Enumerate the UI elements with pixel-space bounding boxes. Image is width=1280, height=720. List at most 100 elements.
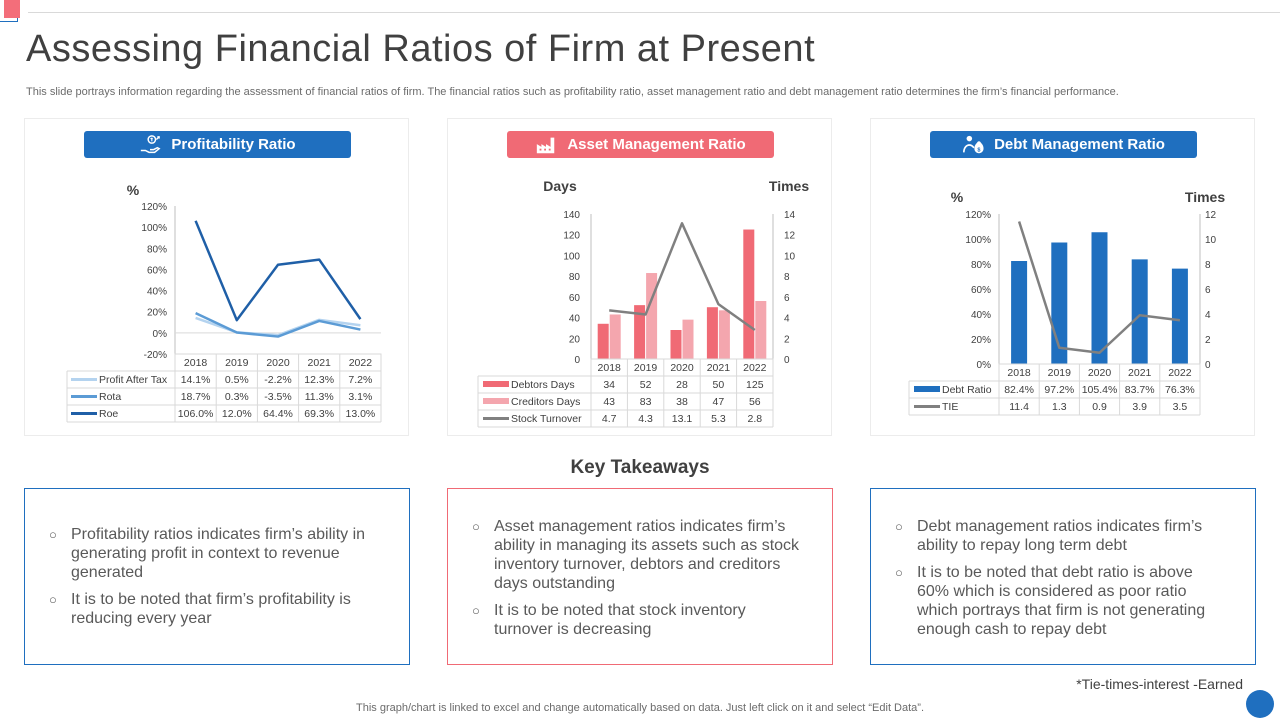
series-line-1 <box>195 311 361 338</box>
takeaway-item: ○ It is to be noted that debt ratio is ab… <box>895 564 1206 638</box>
bullet-icon: ○ <box>472 603 480 618</box>
svg-text:$: $ <box>977 147 980 153</box>
takeaway-box-profitability: ○ Profitability ratios indicates firm’s a… <box>24 488 410 665</box>
legend-label: TIE <box>942 401 958 413</box>
data-label: 0.3% <box>225 391 249 403</box>
takeaway-item: ○ It is to be noted that firm’s profitabi… <box>49 591 351 627</box>
data-label: 56 <box>749 396 761 408</box>
y-axis-title: Days <box>543 178 577 194</box>
y-axis-title: % <box>127 182 140 198</box>
data-label: 0.9 <box>1092 401 1107 413</box>
y-tick-label: 80 <box>569 272 581 283</box>
y-tick-label: 0% <box>977 360 992 371</box>
y2-tick-label: 10 <box>1205 235 1217 246</box>
data-label: 43 <box>603 396 615 408</box>
y2-tick-label: 12 <box>1205 210 1217 221</box>
data-label: 13.0% <box>346 408 376 420</box>
y-tick-label: 80% <box>147 244 167 255</box>
x-tick-label: 2021 <box>1128 367 1152 379</box>
page-subtitle: This slide portrays information regardin… <box>26 86 1119 98</box>
x-tick-label: 2022 <box>743 362 767 374</box>
bullet-icon: ○ <box>49 592 57 607</box>
profitability-header: Profitability Ratio <box>84 131 351 158</box>
takeaway-box-debt: ○ Debt management ratios indicates firm’s… <box>870 488 1256 665</box>
y-tick-label: -20% <box>144 350 167 361</box>
data-label: 18.7% <box>181 391 211 403</box>
data-label: 76.3% <box>1165 384 1195 396</box>
x-tick-label: 2018 <box>1007 367 1031 379</box>
y2-axis-title: Times <box>1185 189 1225 205</box>
x-tick-label: 2020 <box>266 357 290 369</box>
series-line-0 <box>609 222 756 332</box>
y-tick-label: 60% <box>971 285 991 296</box>
legend-label: Debtors Days <box>511 379 575 391</box>
y-tick-label: 120% <box>141 202 167 213</box>
legend-label: Profit After Tax <box>99 374 168 386</box>
factory-icon <box>537 137 555 153</box>
y-tick-label: 100% <box>141 223 167 234</box>
bar-1 <box>755 301 767 359</box>
data-label: -2.2% <box>264 374 291 386</box>
data-label: 4.3 <box>638 413 653 425</box>
y-tick-label: 0% <box>153 329 168 340</box>
data-label: 47 <box>713 396 725 408</box>
legend-label: Stock Turnover <box>511 413 582 425</box>
top-divider <box>28 12 1280 13</box>
x-tick-label: 2021 <box>707 362 731 374</box>
data-label: 83 <box>640 396 652 408</box>
y-tick-label: 80% <box>971 260 991 271</box>
data-label: 2.8 <box>747 413 762 425</box>
legend-swatch-0 <box>483 381 509 387</box>
y-tick-label: 40 <box>569 314 581 325</box>
legend-label: Debt Ratio <box>942 384 992 396</box>
data-label: 64.4% <box>263 408 293 420</box>
legend-swatch-0 <box>914 386 940 392</box>
x-tick-label: 2019 <box>1048 367 1072 379</box>
y-tick-label: 100 <box>563 251 580 262</box>
y-tick-label: 120% <box>965 210 991 221</box>
data-label: 125 <box>746 379 764 391</box>
debt-management-header: $ Debt Management Ratio <box>930 131 1197 158</box>
takeaway-item: ○ It is to be noted that stock inventory … <box>472 602 746 638</box>
data-label: 83.7% <box>1125 384 1155 396</box>
data-label: 69.3% <box>304 408 334 420</box>
x-tick-label: 2020 <box>670 362 694 374</box>
x-tick-label: 2022 <box>349 357 373 369</box>
data-label: 4.7 <box>602 413 617 425</box>
data-label: 7.2% <box>348 374 372 386</box>
y2-tick-label: 14 <box>784 210 796 221</box>
page-title: Assessing Financial Ratios of Firm at Pr… <box>26 28 816 70</box>
data-label: 52 <box>640 379 652 391</box>
legend-swatch-1 <box>483 398 509 404</box>
data-label: 11.3% <box>305 391 334 403</box>
debt-management-combo-chart: % Times 0% 20% 40% 60% 80% 100% 120% 0 2 4 6 8 10 12 201… <box>908 189 1225 416</box>
y-tick-label: 20% <box>971 335 991 346</box>
y2-tick-label: 8 <box>784 272 790 283</box>
bullet-icon: ○ <box>49 527 57 542</box>
bar-0 <box>1091 232 1108 364</box>
y2-tick-label: 2 <box>784 334 790 345</box>
data-label: 0.5% <box>225 374 249 386</box>
x-tick-label: 2019 <box>634 362 658 374</box>
debt-management-header-label: Debt Management Ratio <box>994 136 1165 153</box>
bar-0 <box>597 323 609 359</box>
bar-0 <box>743 229 755 359</box>
bar-1 <box>682 319 694 359</box>
data-label: 28 <box>676 379 688 391</box>
y-tick-label: 20% <box>147 308 167 319</box>
y2-tick-label: 0 <box>1205 360 1211 371</box>
series-line-0 <box>195 316 361 337</box>
data-label: 38 <box>676 396 688 408</box>
data-label: 14.1% <box>181 374 211 386</box>
profitability-header-label: Profitability Ratio <box>171 136 296 153</box>
y-tick-label: 40% <box>147 287 167 298</box>
data-label: 3.1% <box>348 391 372 403</box>
y2-tick-label: 0 <box>784 355 790 366</box>
data-label: 50 <box>713 379 725 391</box>
bar-0 <box>634 305 646 359</box>
corner-accent <box>4 0 20 18</box>
y2-axis-title: Times <box>769 178 809 194</box>
x-tick-label: 2019 <box>225 357 249 369</box>
profitability-line-chart: % -20% 0% 20% 40% 60% 80% 100% 120% 2018 2019 2020 2… <box>66 182 382 423</box>
y2-tick-label: 10 <box>784 251 796 262</box>
